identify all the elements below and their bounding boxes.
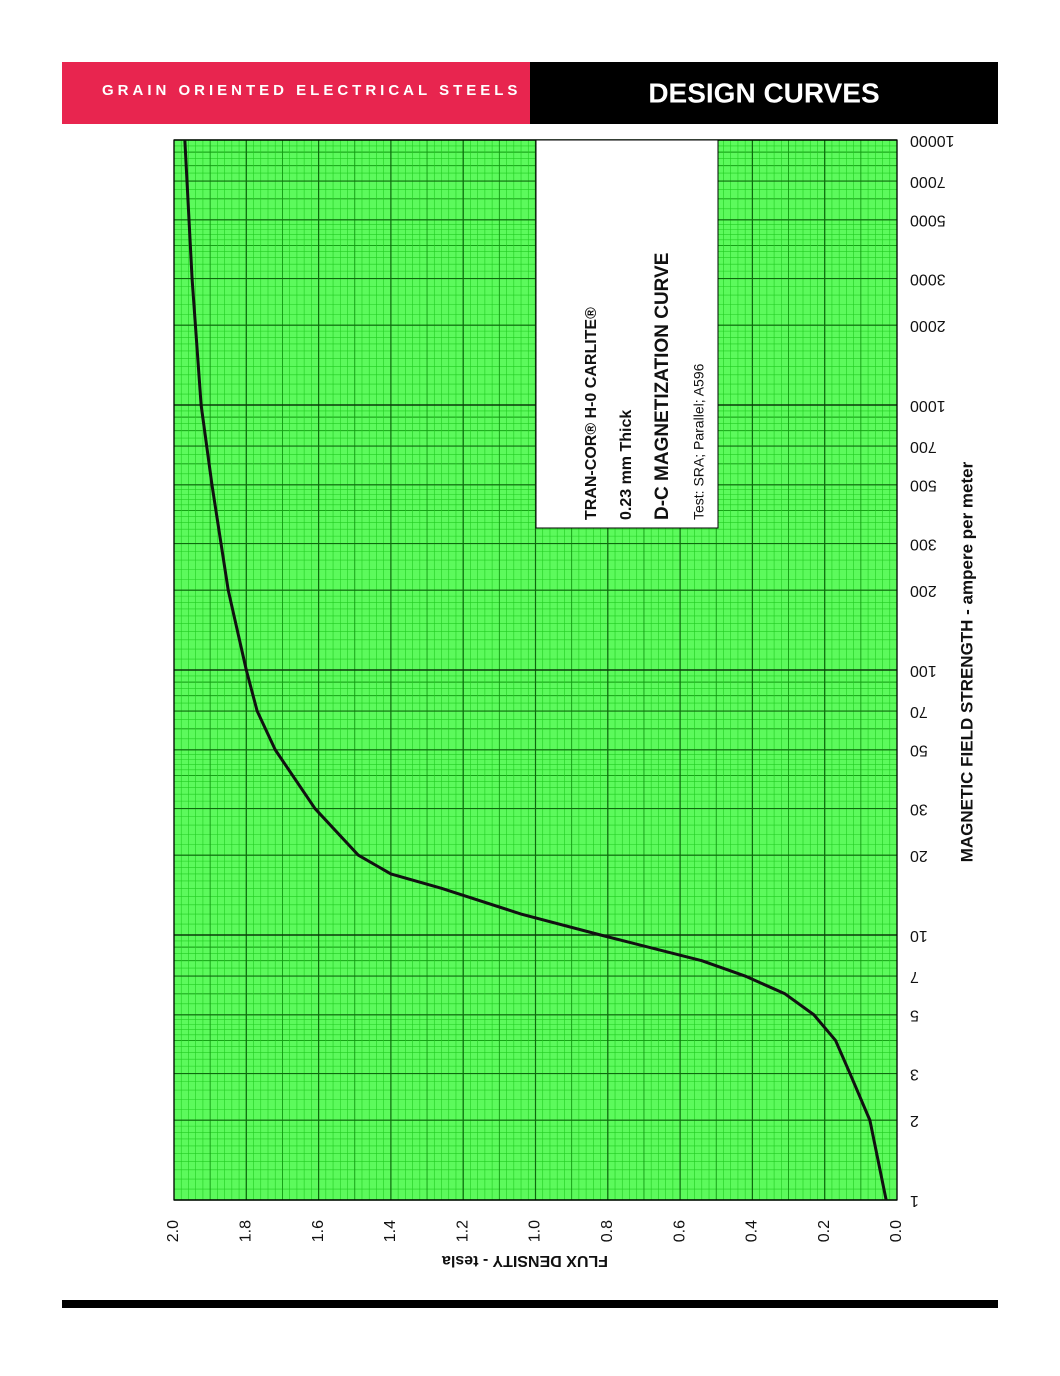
x-tick-label: 1000 (910, 397, 946, 414)
header-left-bar (62, 62, 530, 124)
header-left-text: GRAIN ORIENTED ELECTRICAL STEELS (102, 82, 521, 99)
x-tick-label: 700 (910, 438, 937, 455)
annotation-text: Test: SRA; Parallel; A596 (691, 363, 707, 520)
x-tick-label: 2 (910, 1112, 919, 1129)
chart: 0.0 0.2 0.4 0.6 0.8 1.0 1.2 1.4 1.6 1.8 2.0 1 2 3 5 7 10… (165, 132, 976, 1269)
x-tick-label: 5000 (910, 212, 946, 229)
y-tick-label: 1.2 (454, 1220, 471, 1242)
y-tick-label: 0.6 (671, 1220, 688, 1242)
y-tick-label: 2.0 (165, 1220, 182, 1242)
header-right-text: DESIGN CURVES (648, 77, 879, 108)
y-tick-label: 1.0 (527, 1220, 544, 1242)
y-tick-label: 1.8 (238, 1220, 255, 1242)
x-tick-label: 7 (910, 968, 919, 985)
x-tick-label: 70 (910, 703, 928, 720)
y-tick-label: 1.4 (382, 1220, 399, 1242)
x-tick-label: 50 (910, 742, 928, 759)
x-tick-label: 20 (910, 847, 928, 864)
y-tick-label: 0.4 (744, 1220, 761, 1242)
x-tick-label: 5 (910, 1007, 919, 1024)
x-tick-label: 3 (910, 1065, 919, 1082)
x-tick-label: 300 (910, 535, 937, 552)
x-tick-label: 30 (910, 800, 928, 817)
x-tick-label: 500 (910, 477, 937, 494)
y-tick-label: 0.8 (599, 1220, 616, 1242)
annotation-text: TRAN-COR® H-0 CARLITE® (583, 307, 600, 520)
y-tick-label: 0.2 (816, 1220, 833, 1242)
annotation-box (535, 139, 719, 529)
x-tick-label: 3000 (910, 270, 946, 287)
data-line (183, 139, 888, 1201)
x-tick-label: 100 (910, 662, 937, 679)
x-tick-label: 1 (910, 1192, 919, 1209)
x-tick-label: 200 (910, 582, 937, 599)
x-tick-label: 10 (910, 927, 928, 944)
header-right-bar (530, 62, 998, 124)
x-axis-label: MAGNETIC FIELD STRENGTH - ampere per met… (957, 461, 976, 862)
y-tick-label: 0.0 (888, 1220, 905, 1242)
annotation-text: D-C MAGNETIZATION CURVE (652, 253, 673, 520)
y-axis-label: FLUX DENSITY - tesla (442, 1252, 608, 1269)
x-tick-label: 10000 (910, 132, 955, 149)
annotation-text: 0.23 mm Thick (618, 410, 635, 520)
x-tick-label: 7000 (910, 173, 946, 190)
footer-bar (62, 1300, 998, 1308)
y-tick-label: 1.6 (310, 1220, 327, 1242)
x-tick-label: 2000 (910, 317, 946, 334)
